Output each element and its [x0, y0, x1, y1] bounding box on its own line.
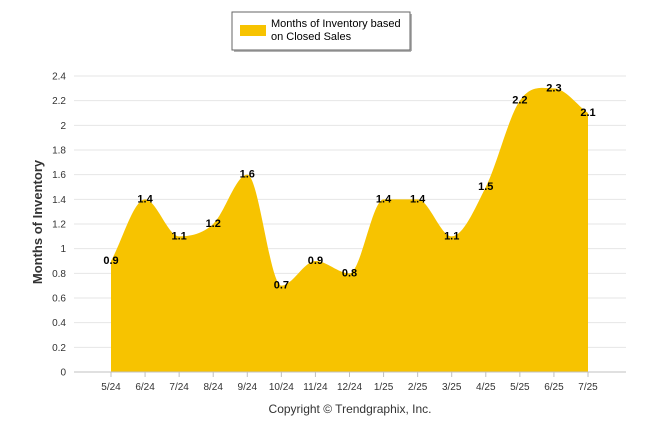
data-label: 1.4 [410, 193, 426, 205]
y-tick-label: 1.2 [52, 220, 66, 231]
x-tick-label: 12/24 [337, 382, 362, 393]
data-label: 1.1 [171, 230, 186, 242]
legend-swatch [240, 25, 266, 36]
x-axis-ticks: 5/24 6/24 7/24 8/24 9/24 10/24 11/24 12/24 1/25 2… [101, 372, 598, 393]
y-tick-label: 0.6 [52, 294, 66, 305]
y-tick-label: 1 [60, 244, 66, 255]
data-labels: 0.9 1.4 1.1 1.2 1.6 0.7 0.9 0.8 1.4 1.4 1.1 1.5 2.2 2… [103, 82, 595, 291]
x-tick-label: 5/25 [510, 382, 530, 393]
y-tick-label: 0.2 [52, 343, 66, 354]
x-tick-label: 2/25 [408, 382, 428, 393]
data-label: 2.1 [580, 107, 595, 119]
x-tick-label: 9/24 [238, 382, 258, 393]
y-axis-ticks: 0 0.2 0.4 0.6 0.8 1 1.2 1.4 1.6 1.8 2 2.2 2.4 [52, 72, 66, 379]
legend-text-line1: Months of Inventory based [271, 18, 401, 30]
y-tick-label: 1.8 [52, 146, 66, 157]
y-tick-label: 2 [60, 121, 66, 132]
x-tick-label: 5/24 [101, 382, 121, 393]
data-label: 0.9 [308, 255, 323, 267]
data-label: 2.3 [546, 82, 561, 94]
y-tick-label: 2.2 [52, 96, 66, 107]
legend: Months of Inventory based on Closed Sale… [231, 11, 412, 52]
y-tick-label: 0.4 [52, 318, 66, 329]
data-label: 0.7 [274, 280, 289, 292]
x-tick-label: 1/25 [374, 382, 394, 393]
data-label: 2.2 [512, 95, 527, 107]
data-label: 1.5 [478, 181, 493, 193]
legend-text-line2: on Closed Sales [271, 31, 352, 43]
copyright-text: Copyright © Trendgraphix, Inc. [269, 402, 432, 416]
x-tick-label: 8/24 [203, 382, 223, 393]
data-label: 1.1 [444, 230, 459, 242]
x-tick-label: 3/25 [442, 382, 462, 393]
y-tick-label: 1.6 [52, 170, 66, 181]
x-tick-label: 10/24 [269, 382, 294, 393]
x-tick-label: 4/25 [476, 382, 496, 393]
x-tick-label: 7/24 [169, 382, 189, 393]
data-label: 1.6 [240, 169, 255, 181]
y-tick-label: 2.4 [52, 72, 66, 83]
y-tick-label: 1.4 [52, 195, 66, 206]
data-label: 1.4 [137, 193, 153, 205]
x-tick-label: 6/25 [544, 382, 564, 393]
data-label: 1.2 [206, 218, 221, 230]
data-label: 1.4 [376, 193, 392, 205]
y-axis-label: Months of Inventory [30, 159, 45, 284]
y-tick-label: 0.8 [52, 269, 66, 280]
x-tick-label: 6/24 [135, 382, 155, 393]
series-area [111, 87, 588, 373]
x-tick-label: 11/24 [303, 382, 328, 393]
y-tick-label: 0 [60, 368, 66, 379]
x-tick-label: 7/25 [578, 382, 598, 393]
data-label: 0.8 [342, 267, 357, 279]
data-label: 0.9 [103, 255, 118, 267]
